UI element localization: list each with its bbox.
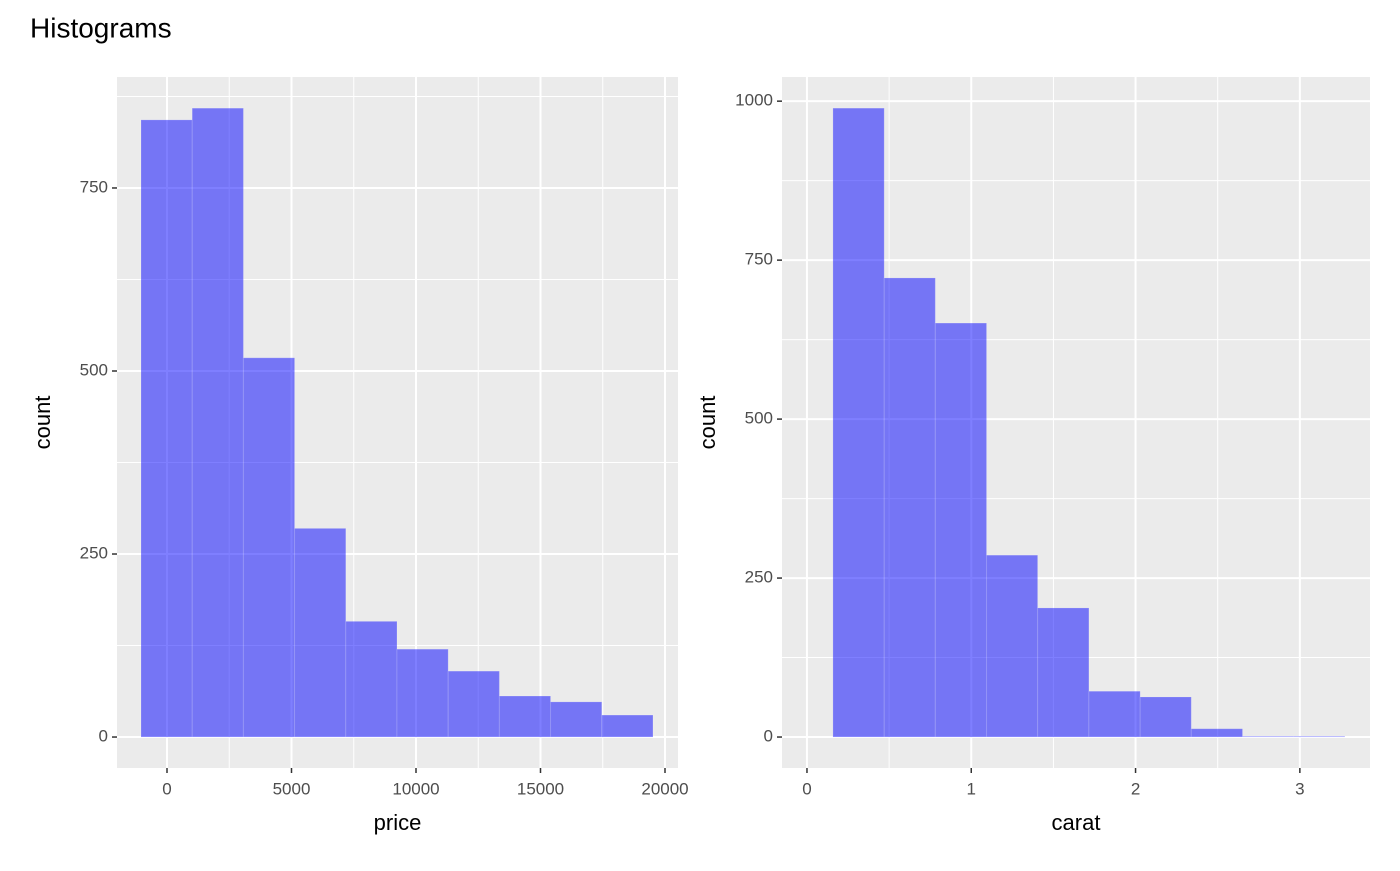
bar [447, 670, 500, 738]
bar [1037, 607, 1090, 738]
bar [1293, 735, 1346, 738]
bar [883, 277, 936, 738]
x-tick-label: 0 [162, 779, 171, 798]
bar [242, 357, 296, 738]
bar [934, 322, 988, 738]
bar [498, 695, 552, 738]
y-tick-label: 750 [745, 250, 773, 269]
bar [294, 527, 347, 738]
chart-title: Histograms [30, 12, 172, 43]
bar [550, 701, 603, 738]
x-axis-title: carat [1052, 810, 1101, 835]
y-axis-title: count [695, 396, 720, 450]
y-tick-label: 250 [745, 568, 773, 587]
x-tick-label: 20000 [641, 779, 688, 798]
x-tick-label: 15000 [517, 779, 564, 798]
x-tick-label: 5000 [273, 779, 311, 798]
bar [140, 119, 193, 738]
bar [345, 620, 398, 738]
y-tick-label: 750 [80, 177, 108, 196]
y-tick-label: 500 [745, 409, 773, 428]
bar [1139, 696, 1192, 738]
bar [601, 714, 654, 738]
bar [832, 107, 885, 738]
y-tick-label: 1000 [735, 91, 773, 110]
y-tick-label: 0 [764, 727, 773, 746]
bar [986, 554, 1039, 738]
x-tick-label: 2 [1131, 779, 1140, 798]
x-tick-label: 0 [802, 779, 811, 798]
bar [1190, 728, 1244, 738]
x-tick-label: 10000 [392, 779, 439, 798]
bar [1088, 690, 1141, 738]
x-tick-label: 3 [1295, 779, 1304, 798]
y-tick-label: 500 [80, 360, 108, 379]
y-tick-label: 250 [80, 544, 108, 563]
x-axis-title: price [374, 810, 422, 835]
y-axis-title: count [30, 396, 55, 450]
bar [191, 107, 244, 738]
y-tick-label: 0 [99, 727, 108, 746]
bar [396, 648, 449, 738]
x-tick-label: 1 [967, 779, 976, 798]
bar [1242, 735, 1295, 738]
